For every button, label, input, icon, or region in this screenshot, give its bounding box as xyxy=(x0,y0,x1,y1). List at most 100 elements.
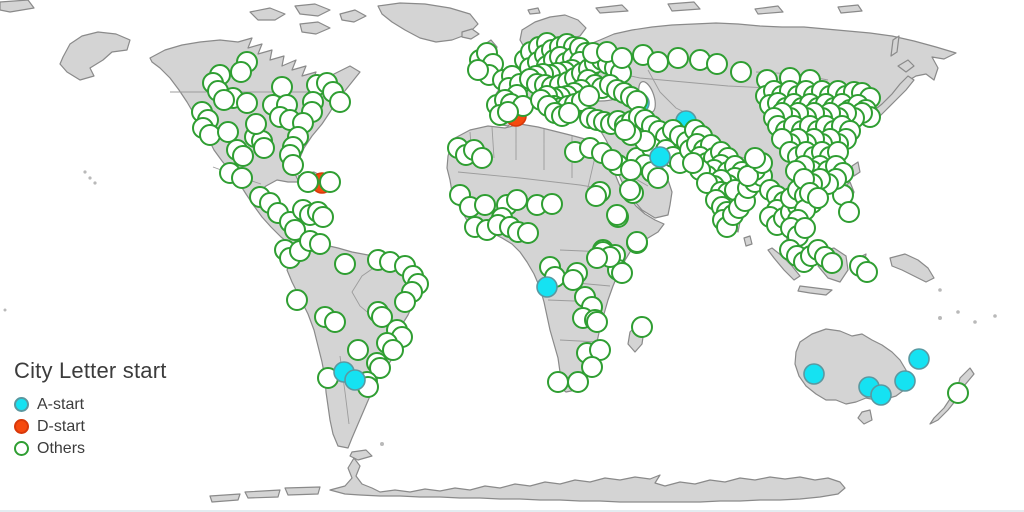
land-tasmania xyxy=(857,409,873,425)
legend-item-others: Others xyxy=(14,440,167,457)
land-sri-lanka xyxy=(743,235,753,247)
city-marker-others xyxy=(619,179,641,201)
city-marker-others xyxy=(620,159,642,181)
city-marker-others xyxy=(253,137,275,159)
legend-label-a-start: A-start xyxy=(37,396,85,413)
city-marker-others xyxy=(856,261,878,283)
land-arctic-islands xyxy=(249,3,367,35)
land-russian-arctic xyxy=(595,1,863,15)
city-marker-a-start xyxy=(649,146,671,168)
city-marker-others xyxy=(474,194,496,216)
city-marker-a-start xyxy=(870,384,892,406)
legend-item-d-start: D-start xyxy=(14,418,167,435)
land-java xyxy=(797,285,833,296)
city-marker-others xyxy=(309,233,331,255)
land-japan xyxy=(871,75,915,119)
city-marker-others xyxy=(706,53,728,75)
land-iceland xyxy=(461,28,480,40)
city-marker-others xyxy=(567,371,589,393)
city-marker-others xyxy=(541,193,563,215)
city-marker-others xyxy=(329,91,351,113)
city-marker-others xyxy=(730,61,752,83)
city-marker-others xyxy=(517,222,539,244)
city-marker-others xyxy=(312,206,334,228)
city-marker-a-start xyxy=(908,348,930,370)
city-marker-others xyxy=(558,102,580,124)
city-marker-others xyxy=(284,219,306,241)
city-marker-others xyxy=(578,85,600,107)
city-marker-a-start xyxy=(344,369,366,391)
city-marker-others xyxy=(807,187,829,209)
city-marker-others xyxy=(821,252,843,274)
d-start-swatch-icon xyxy=(14,419,29,434)
city-marker-others xyxy=(794,217,816,239)
city-marker-others xyxy=(217,121,239,143)
city-marker-others xyxy=(347,339,369,361)
city-marker-others xyxy=(506,189,528,211)
city-marker-others xyxy=(562,269,584,291)
city-marker-others xyxy=(199,124,221,146)
city-marker-others xyxy=(581,356,603,378)
city-marker-others xyxy=(297,171,319,193)
city-marker-others xyxy=(547,371,569,393)
land-hokkaido xyxy=(897,59,915,73)
city-marker-others xyxy=(626,231,648,253)
land-new-guinea xyxy=(889,253,935,283)
city-marker-others xyxy=(231,167,253,189)
city-marker-others xyxy=(319,171,341,193)
city-marker-others xyxy=(585,185,607,207)
city-marker-others xyxy=(631,316,653,338)
small-islands xyxy=(3,170,997,446)
legend-item-a-start: A-start xyxy=(14,396,167,413)
city-marker-others xyxy=(838,201,860,223)
land-arctic-sliver xyxy=(0,0,35,13)
city-marker-others xyxy=(611,262,633,284)
city-marker-others xyxy=(236,92,258,114)
city-marker-others xyxy=(271,76,293,98)
legend-label-d-start: D-start xyxy=(37,418,85,435)
a-start-swatch-icon xyxy=(14,397,29,412)
city-marker-others xyxy=(586,311,608,333)
city-marker-others xyxy=(334,253,356,275)
legend-label-others: Others xyxy=(37,440,86,457)
city-marker-a-start xyxy=(894,370,916,392)
city-marker-others xyxy=(394,291,416,313)
city-marker-others xyxy=(286,289,308,311)
city-marker-others xyxy=(611,47,633,69)
city-marker-others xyxy=(601,149,623,171)
city-marker-others xyxy=(245,113,267,135)
city-marker-others xyxy=(614,119,636,141)
others-swatch-icon xyxy=(14,441,29,456)
city-marker-others xyxy=(744,147,766,169)
city-marker-others xyxy=(282,154,304,176)
city-marker-others xyxy=(647,167,669,189)
city-marker-others xyxy=(682,152,704,174)
land-alaska xyxy=(59,31,131,81)
land-antarctica-fragments xyxy=(209,486,321,503)
city-marker-others xyxy=(647,51,669,73)
city-markers xyxy=(191,32,969,406)
land-greenland xyxy=(377,2,479,43)
city-marker-others xyxy=(324,311,346,333)
city-marker-others xyxy=(471,147,493,169)
city-marker-others xyxy=(232,145,254,167)
city-marker-a-start xyxy=(803,363,825,385)
city-marker-others xyxy=(382,339,404,361)
legend: City Letter start A-start D-start Others xyxy=(14,358,167,462)
city-marker-others xyxy=(586,247,608,269)
land-tierra-del-fuego xyxy=(349,449,373,461)
city-marker-others xyxy=(667,47,689,69)
city-marker-a-start xyxy=(536,276,558,298)
bottom-rule xyxy=(0,510,1024,512)
city-marker-others xyxy=(371,306,393,328)
city-marker-others xyxy=(947,382,969,404)
city-marker-others xyxy=(497,101,519,123)
land-svalbard xyxy=(527,7,541,15)
city-marker-others xyxy=(213,89,235,111)
city-marker-others xyxy=(467,59,489,81)
land-antarctica xyxy=(329,457,846,503)
city-marker-others xyxy=(606,204,628,226)
city-marker-others xyxy=(230,61,252,83)
